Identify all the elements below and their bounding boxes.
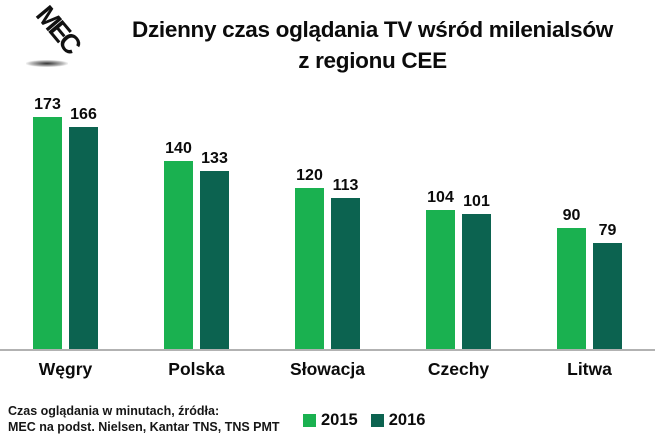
bar-rect [331, 198, 360, 349]
bar-2015-czechy: 104 [426, 189, 455, 349]
category-label-węgry: Węgry [38, 359, 93, 379]
bar-value-label: 120 [296, 167, 323, 184]
chart-title: Dzienny czas oglądania TV wśród milenial… [95, 14, 650, 76]
bar-group-polska: 140 133 [131, 90, 262, 349]
bar-rect [33, 117, 62, 349]
source-note-line1: Czas oglądania w minutach, źródła: [8, 404, 220, 418]
source-note-line2: MEC na podst. Nielsen, Kantar TNS, TNS P… [8, 420, 280, 434]
bar-rect [557, 228, 586, 349]
category-label-litwa: Litwa [567, 359, 612, 379]
bar-2016-czechy: 101 [462, 193, 491, 349]
bar-2016-litwa: 79 [593, 222, 622, 349]
bar-2016-polska: 133 [200, 150, 229, 349]
bar-group-litwa: 90 79 [524, 90, 655, 349]
mec-logo: MEC [18, 0, 88, 75]
legend-item-2015: 2015 [303, 411, 358, 430]
bar-rect [462, 214, 491, 349]
bar-value-label: 104 [427, 189, 454, 206]
category-labels: Węgry Polska Słowacja Czechy Litwa [0, 359, 655, 380]
bar-value-label: 140 [165, 140, 192, 157]
bar-value-label: 166 [70, 106, 97, 123]
bar-group-czechy: 104 101 [393, 90, 524, 349]
bar-rect [295, 188, 324, 349]
mec-logo-text: MEC [30, 0, 86, 59]
bar-rect [200, 171, 229, 349]
chart-title-line2: z regionu CEE [298, 48, 447, 73]
bar-rect [164, 161, 193, 349]
legend: 2015 2016 [303, 411, 425, 430]
bar-rect [69, 127, 98, 349]
bar-group-węgry: 173 166 [0, 90, 131, 349]
bar-2016-węgry: 166 [69, 106, 98, 349]
legend-swatch-icon [370, 414, 384, 427]
category-label-czechy: Czechy [427, 359, 490, 379]
bar-group-słowacja: 120 113 [262, 90, 393, 349]
bar-value-label: 90 [562, 207, 581, 224]
bar-rect [426, 210, 455, 349]
legend-swatch-icon [303, 414, 316, 427]
bar-value-label: 133 [201, 150, 228, 167]
bar-value-label: 173 [34, 96, 61, 113]
source-note: Czas oglądania w minutach, źródła: MEC n… [8, 403, 280, 435]
category-label-polska: Polska [168, 359, 225, 379]
chart-title-line1: Dzienny czas oglądania TV wśród milenial… [132, 17, 613, 42]
bar-value-label: 101 [463, 193, 490, 210]
bar-value-label: 113 [332, 177, 359, 194]
bar-groups: 173 166 140 133 120 113 104 101 90 79 [0, 90, 655, 351]
legend-label: 2015 [321, 411, 358, 429]
category-label-słowacja: Słowacja [290, 359, 365, 379]
bar-2015-węgry: 173 [33, 96, 62, 349]
bar-2015-polska: 140 [164, 140, 193, 349]
bar-rect [593, 243, 622, 349]
legend-label: 2016 [388, 411, 426, 429]
bar-value-label: 79 [598, 222, 617, 239]
bar-2015-słowacja: 120 [295, 167, 324, 349]
mec-logo-shadow [26, 60, 68, 67]
legend-item-2016: 2016 [370, 411, 426, 430]
bar-2016-słowacja: 113 [331, 177, 360, 349]
bar-2015-litwa: 90 [557, 207, 586, 349]
